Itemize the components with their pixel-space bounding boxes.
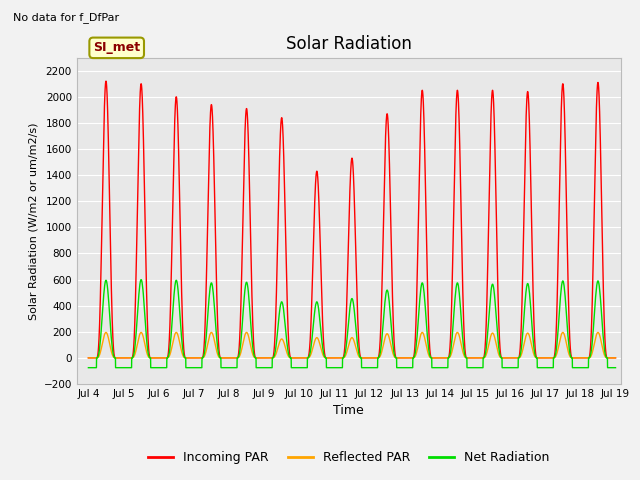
- Line: Net Radiation: Net Radiation: [88, 280, 616, 368]
- Reflected PAR: [612, 355, 620, 361]
- Reflected PAR: [84, 355, 92, 361]
- Reflected PAR: [282, 346, 290, 352]
- Net Radiation: [612, 365, 620, 371]
- Incoming PAR: [610, 355, 618, 361]
- Reflected PAR: [500, 355, 508, 361]
- Incoming PAR: [612, 355, 620, 361]
- Incoming PAR: [197, 355, 205, 361]
- Net Radiation: [137, 277, 145, 283]
- Net Radiation: [84, 365, 92, 371]
- Reflected PAR: [197, 355, 205, 361]
- Incoming PAR: [282, 242, 290, 248]
- X-axis label: Time: Time: [333, 405, 364, 418]
- Net Radiation: [197, 365, 205, 371]
- Net Radiation: [192, 365, 200, 371]
- Net Radiation: [610, 365, 618, 371]
- Net Radiation: [425, 345, 433, 351]
- Text: No data for f_DfPar: No data for f_DfPar: [13, 12, 119, 23]
- Line: Reflected PAR: Reflected PAR: [88, 333, 616, 358]
- Reflected PAR: [102, 330, 110, 336]
- Reflected PAR: [192, 355, 200, 361]
- Reflected PAR: [425, 352, 433, 358]
- Text: SI_met: SI_met: [93, 41, 140, 54]
- Title: Solar Radiation: Solar Radiation: [286, 35, 412, 53]
- Legend: Incoming PAR, Reflected PAR, Net Radiation: Incoming PAR, Reflected PAR, Net Radiati…: [143, 446, 554, 469]
- Incoming PAR: [425, 320, 433, 326]
- Incoming PAR: [102, 78, 110, 84]
- Reflected PAR: [610, 355, 618, 361]
- Line: Incoming PAR: Incoming PAR: [88, 81, 616, 358]
- Incoming PAR: [192, 355, 200, 361]
- Y-axis label: Solar Radiation (W/m2 or um/m2/s): Solar Radiation (W/m2 or um/m2/s): [28, 122, 38, 320]
- Net Radiation: [500, 365, 508, 371]
- Net Radiation: [282, 329, 290, 335]
- Incoming PAR: [500, 355, 508, 361]
- Incoming PAR: [84, 355, 92, 361]
